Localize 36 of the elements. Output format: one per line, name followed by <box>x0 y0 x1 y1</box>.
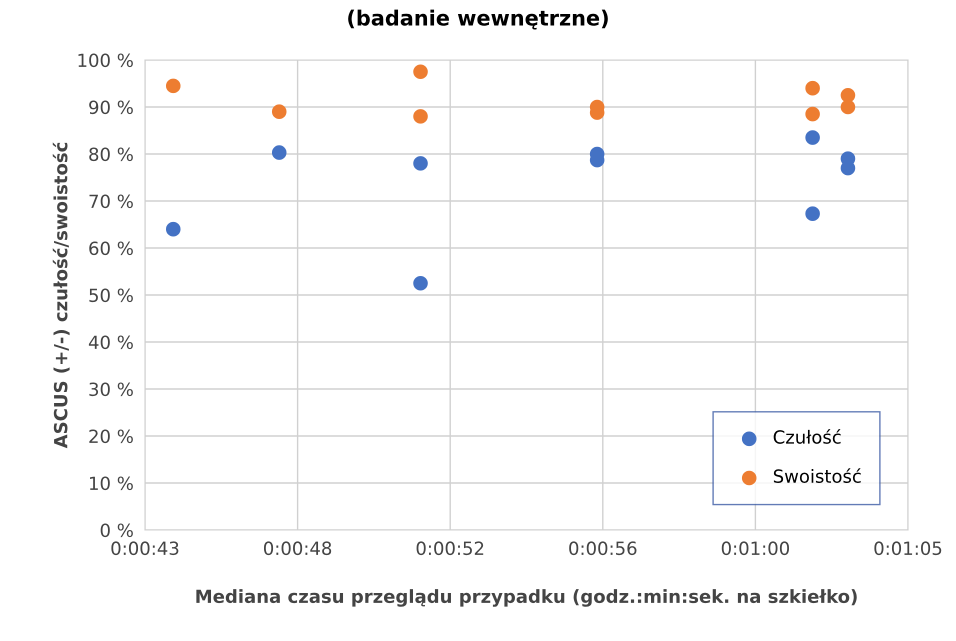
y-tick-label: 90 % <box>89 100 133 114</box>
point <box>805 206 820 221</box>
chart-title: (badanie wewnętrzne) <box>348 10 608 30</box>
y-tick-label: 30 % <box>89 382 133 396</box>
y-tick-label: 60 % <box>89 241 133 256</box>
point <box>413 64 428 80</box>
y-tick-label: 50 % <box>89 288 133 302</box>
x-tick-label: 0:00:56 <box>569 541 636 556</box>
x-tick-label: 0:01:00 <box>722 541 790 556</box>
x-axis-title: Mediana czasu przeglądu przypadku (godz.:min:sek. na szkiełko) <box>196 589 857 607</box>
y-tick-label: 100 % <box>78 53 133 68</box>
x-tick-label: 0:00:43 <box>111 541 178 556</box>
point <box>805 106 820 122</box>
y-tick-label: 40 % <box>88 335 133 350</box>
point <box>166 78 181 94</box>
point <box>805 80 820 96</box>
y-tick-label: 0 % <box>100 523 133 538</box>
point <box>413 156 428 171</box>
y-tick-label: 70 % <box>90 194 133 208</box>
x-tick-label: 0:00:48 <box>264 541 332 556</box>
point <box>413 276 428 291</box>
point <box>413 109 428 124</box>
point <box>840 88 856 103</box>
point <box>272 145 287 160</box>
y-axis-title: ASCUS (+/-) czułość/swoistość <box>52 142 70 448</box>
point <box>840 100 856 114</box>
point <box>166 222 181 236</box>
y-tick-label: 10 % <box>90 476 133 490</box>
x-tick-label: 0:00:52 <box>416 541 484 556</box>
point <box>805 130 820 145</box>
legend-label: Czułość <box>774 429 841 444</box>
y-tick-label: 20 % <box>89 429 133 444</box>
y-tick-label: 80 % <box>89 147 133 162</box>
point <box>272 104 287 119</box>
x-tick-label: 0:01:05 <box>874 541 942 556</box>
legend-label: Swoistość <box>774 468 861 483</box>
